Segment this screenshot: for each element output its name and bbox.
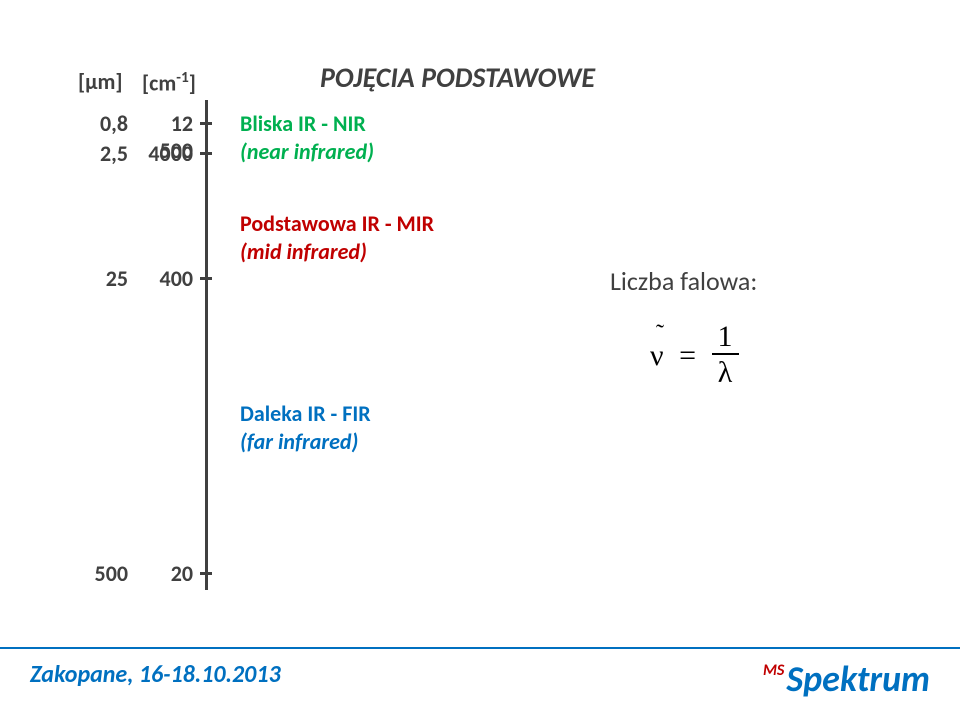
unit-cm-suffix: ] — [189, 69, 196, 96]
unit-cm-sup: -1 — [176, 68, 189, 87]
axis-tick — [200, 122, 212, 125]
region-mir-title: Podstawowa IR - MIR — [240, 210, 434, 237]
axis-tick — [200, 277, 212, 280]
axis-tick — [200, 152, 212, 155]
footer-logo-main: Spektrum — [786, 661, 930, 697]
unit-header-cm: [cm-1] — [142, 68, 196, 96]
value-um: 500 — [78, 560, 128, 587]
footer-logo-ms: MS — [763, 661, 784, 680]
axis-tick — [200, 572, 212, 575]
region-nir-sub: (near infrared) — [240, 138, 374, 165]
formula-frac: 1 λ — [712, 320, 739, 391]
slide: POJĘCIA PODSTAWOWE [µm] [cm-1] 0,812 500… — [0, 0, 960, 707]
diagram-area: POJĘCIA PODSTAWOWE [µm] [cm-1] 0,812 500… — [50, 30, 910, 590]
region-mir-sub: (mid infrared) — [240, 238, 367, 265]
unit-header-um: [µm] — [78, 68, 123, 95]
formula-num: 1 — [712, 320, 739, 355]
value-cm: 400 — [135, 265, 193, 292]
value-cm: 4000 — [135, 140, 193, 167]
footer-divider — [0, 647, 960, 649]
formula-den: λ — [712, 355, 739, 391]
wavenumber-formula: ˜ ν = 1 λ — [650, 320, 739, 391]
formula-eq: = — [679, 339, 696, 373]
formula-tilde: ˜ — [656, 321, 664, 348]
value-um: 2,5 — [78, 140, 128, 167]
wavenumber-label: Liczba falowa: — [610, 265, 757, 297]
slide-title: POJĘCIA PODSTAWOWE — [320, 60, 595, 95]
unit-cm-prefix: [cm — [142, 69, 176, 96]
value-cm: 20 — [135, 560, 193, 587]
footer-left: Zakopane, 16-18.10.2013 — [30, 660, 281, 689]
region-fir-title: Daleka IR - FIR — [240, 400, 371, 427]
region-nir-title: Bliska IR - NIR — [240, 110, 366, 137]
formula-nu: ˜ ν — [650, 339, 664, 373]
value-um: 25 — [78, 265, 128, 292]
footer-logo: MSSpektrum — [763, 661, 930, 697]
vertical-axis — [205, 100, 208, 590]
region-fir-sub: (far infrared) — [240, 428, 358, 455]
value-um: 0,8 — [78, 110, 128, 137]
